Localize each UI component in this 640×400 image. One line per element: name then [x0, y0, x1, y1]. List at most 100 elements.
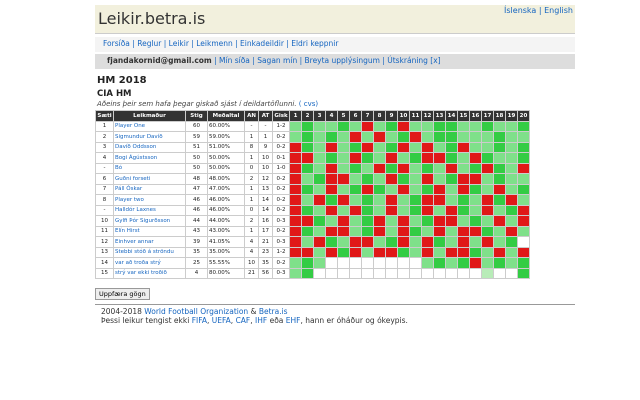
- footer-link[interactable]: UEFA: [211, 316, 231, 325]
- nav-link[interactable]: Einkadeildir: [240, 39, 284, 48]
- game-cell: [301, 131, 314, 143]
- game-cell: [517, 236, 530, 248]
- game-cell: [481, 194, 494, 206]
- game-cell: [505, 236, 518, 248]
- footer-link[interactable]: IHF: [255, 316, 268, 325]
- game-cell: [301, 236, 314, 248]
- game-cell: [373, 194, 386, 206]
- footer-text[interactable]: Betra.is: [258, 307, 288, 316]
- game-cell: [469, 246, 482, 258]
- player-name[interactable]: Bogi Ágústsson: [113, 152, 186, 164]
- column-header: 6: [349, 110, 362, 122]
- game-cell: [313, 257, 326, 269]
- table-cell: 51.00%: [207, 141, 245, 153]
- game-cell: [421, 131, 434, 143]
- game-cell: [409, 225, 422, 237]
- player-name[interactable]: Davíð Oddsson: [113, 141, 186, 153]
- table-cell: 1-0: [272, 162, 290, 174]
- game-cell: [385, 152, 398, 164]
- game-cell: [361, 267, 374, 279]
- player-name[interactable]: Gylfi Þór Sigurðsson: [113, 215, 186, 227]
- nav-link[interactable]: Leikmenn: [196, 39, 233, 48]
- table-row: 7 Páll Óskar 47 47.00% 1 13 0-2: [95, 183, 530, 195]
- table-cell: 10: [258, 152, 273, 164]
- player-name[interactable]: Guðni forseti: [113, 173, 186, 185]
- table-cell: 50: [185, 162, 208, 174]
- column-header[interactable]: AT: [258, 110, 273, 122]
- player-name[interactable]: Player One: [113, 120, 186, 132]
- game-cell: [337, 173, 350, 185]
- column-header[interactable]: AN: [244, 110, 259, 122]
- column-header[interactable]: Leikmaður: [113, 110, 186, 122]
- game-cell: [421, 173, 434, 185]
- column-header: 2: [301, 110, 314, 122]
- game-cell: [433, 215, 446, 227]
- table-cell: -: [258, 120, 273, 132]
- csv-link[interactable]: ( cvs): [298, 100, 319, 108]
- game-cell: [445, 246, 458, 258]
- language-link[interactable]: Íslenska: [504, 6, 537, 15]
- table-cell: 43.00%: [207, 225, 245, 237]
- heading: HM 2018: [97, 75, 147, 86]
- column-header[interactable]: Gisk: [272, 110, 290, 122]
- table-cell: 10: [95, 215, 114, 227]
- table-cell: 0-2: [272, 257, 290, 269]
- player-name[interactable]: strý var ekki troðið: [113, 267, 186, 279]
- game-cell: [469, 215, 482, 227]
- player-name[interactable]: Halldór Laxnes: [113, 204, 186, 216]
- site-title[interactable]: Leikir.betra.is: [98, 9, 206, 28]
- table-row: 6 Guðni forseti 48 48.00% 2 12 0-2: [95, 173, 530, 185]
- player-name[interactable]: Sigmundur Davíð: [113, 131, 186, 143]
- game-cell: [361, 204, 374, 216]
- game-cell: [289, 120, 302, 132]
- user-link[interactable]: Breyta upplýsingum: [304, 56, 380, 65]
- user-link[interactable]: Útskráning [x]: [387, 56, 441, 65]
- user-link[interactable]: Sagan mín: [257, 56, 298, 65]
- player-name[interactable]: Bó: [113, 162, 186, 174]
- game-cell: [481, 246, 494, 258]
- nav-link[interactable]: Forsíða: [103, 39, 130, 48]
- game-cell: [397, 120, 410, 132]
- footer-text: Þessi leikur tengist ekki: [101, 316, 190, 325]
- game-cell: [361, 131, 374, 143]
- player-name[interactable]: Stebbi stóð á ströndu: [113, 246, 186, 258]
- game-cell: [289, 183, 302, 195]
- game-cell: [517, 173, 530, 185]
- language-link[interactable]: English: [544, 6, 573, 15]
- table-cell: 23: [258, 246, 273, 258]
- table-cell: 0-1: [272, 152, 290, 164]
- player-name[interactable]: Elín Hirst: [113, 225, 186, 237]
- game-cell: [457, 246, 470, 258]
- player-name[interactable]: Páll Óskar: [113, 183, 186, 195]
- game-cell: [517, 215, 530, 227]
- footer-link[interactable]: EHF: [285, 316, 301, 325]
- user-link[interactable]: Mín síða: [219, 56, 250, 65]
- table-cell: 1: [258, 131, 273, 143]
- game-cell: [421, 236, 434, 248]
- table-cell: 25: [185, 257, 208, 269]
- game-cell: [361, 120, 374, 132]
- nav-link[interactable]: Reglur: [137, 39, 162, 48]
- nav-link[interactable]: Eldri keppnir: [291, 39, 339, 48]
- game-cell: [349, 267, 362, 279]
- footer-text[interactable]: World Football Organization: [144, 307, 249, 316]
- player-name[interactable]: Player two: [113, 194, 186, 206]
- game-cell: [361, 173, 374, 185]
- game-cell: [385, 267, 398, 279]
- game-cell: [409, 173, 422, 185]
- column-header[interactable]: Sæti: [95, 110, 114, 122]
- column-header[interactable]: Meðaltal: [207, 110, 245, 122]
- table-cell: 0-3: [272, 236, 290, 248]
- nav-link[interactable]: Leikir: [168, 39, 189, 48]
- player-name[interactable]: var að troða strý: [113, 257, 186, 269]
- player-name[interactable]: Einhver annar: [113, 236, 186, 248]
- table-row: 2 Sigmundur Davíð 59 59.00% 1 1 0-2: [95, 131, 530, 143]
- table-cell: 4: [244, 246, 259, 258]
- column-header[interactable]: Stig: [185, 110, 208, 122]
- table-cell: 13: [95, 246, 114, 258]
- update-button[interactable]: Uppfæra gögn: [95, 288, 150, 300]
- table-cell: 14: [95, 257, 114, 269]
- user-email: fjandakornid@gmail.com: [107, 56, 212, 65]
- footer-link[interactable]: FIFA: [191, 316, 208, 325]
- footer-link[interactable]: CAF: [235, 316, 251, 325]
